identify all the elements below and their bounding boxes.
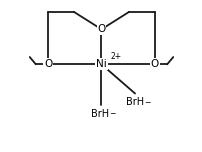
Text: Ni: Ni xyxy=(96,59,106,69)
Text: BrH: BrH xyxy=(90,109,108,119)
Text: −: − xyxy=(144,98,150,107)
Text: O: O xyxy=(97,24,105,34)
Text: 2+: 2+ xyxy=(110,52,121,61)
Text: −: − xyxy=(109,109,115,118)
Text: BrH: BrH xyxy=(125,97,143,107)
Text: O: O xyxy=(44,59,52,69)
Text: O: O xyxy=(150,59,158,69)
